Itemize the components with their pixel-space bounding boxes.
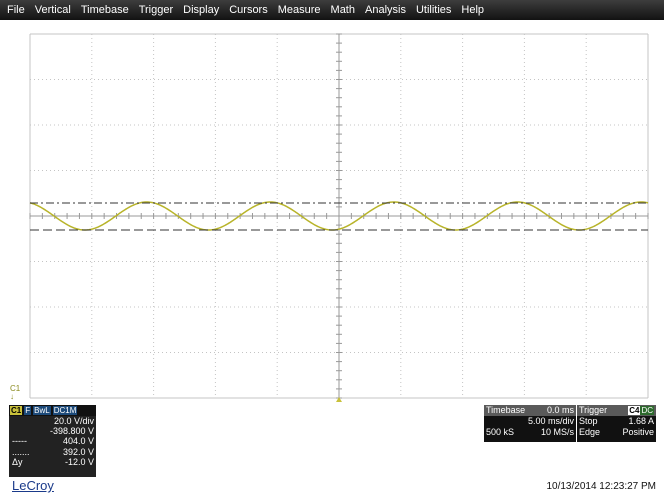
menu-timebase[interactable]: Timebase [80,4,129,16]
menu-vertical[interactable]: Vertical [34,4,71,16]
cursor1-value: 404.0 V [62,436,94,447]
trigger-type: Edge [579,427,601,437]
channel-tag-bwl: BwL [33,406,51,415]
delta-symbol: Δy [12,456,23,467]
channel-ground-marker: C1 ↓ [10,384,21,401]
menu-display[interactable]: Display [183,4,220,16]
channel-offset: -398.800 V [49,426,94,437]
timebase-rate: 10 MS/s [540,427,574,437]
trigger-box[interactable]: Trigger C4 DC Stop 1.68 A Edge Positive [577,405,656,442]
timebase-per-div: 5.00 ms/div [527,416,574,426]
cursor2-symbol: ....... [12,446,30,457]
datetime: 10/13/2014 12:23:27 PM [546,481,656,492]
trigger-coupling: DC [640,406,654,415]
channel-scale: 20.0 V/div [53,416,94,426]
cursor1-symbol: ----- [12,436,27,447]
timebase-delay: 0.0 ms [546,405,574,415]
channel-tags: C1 F BwL DC1M [9,405,96,416]
channel-marker-label: C1 [10,384,21,393]
timebase-box[interactable]: Timebase 0.0 ms 5.00 ms/div 500 kS 10 MS/s [484,405,576,442]
trigger-marker-icon [336,397,342,402]
trigger-source: C4 [628,406,641,415]
timebase-label: Timebase [486,405,526,415]
menu-help[interactable]: Help [461,4,485,16]
channel-tag-f: F [24,406,32,415]
cursor2-value: 392.0 V [62,446,94,457]
channel-tag-dc1m: DC1M [52,406,78,415]
channel-descriptor-box[interactable]: C1 F BwL DC1M 20.0 V/div -398.800 V ----… [9,405,96,477]
menu-trigger[interactable]: Trigger [138,4,174,16]
menu-bar: File Vertical Timebase Trigger Display Cursor… [0,0,664,20]
menu-measure[interactable]: Measure [277,4,321,16]
lecroy-logo: LeCroy [12,478,54,493]
menu-math[interactable]: Math [330,4,355,16]
trigger-level: 1.68 A [628,416,654,426]
menu-analysis[interactable]: Analysis [365,4,406,16]
timebase-samples: 500 kS [486,427,515,437]
channel-tag-c1: C1 [10,406,23,415]
trigger-mode: Stop [579,416,598,426]
trigger-label: Trigger [579,405,608,415]
menu-file[interactable]: File [7,4,25,16]
waveform-trace [29,201,649,231]
menu-cursors[interactable]: Cursors [229,4,268,16]
delta-value: -12.0 V [64,456,94,467]
waveform-grid[interactable] [0,20,664,403]
trigger-slope: Positive [622,427,654,437]
menu-utilities[interactable]: Utilities [415,4,452,16]
